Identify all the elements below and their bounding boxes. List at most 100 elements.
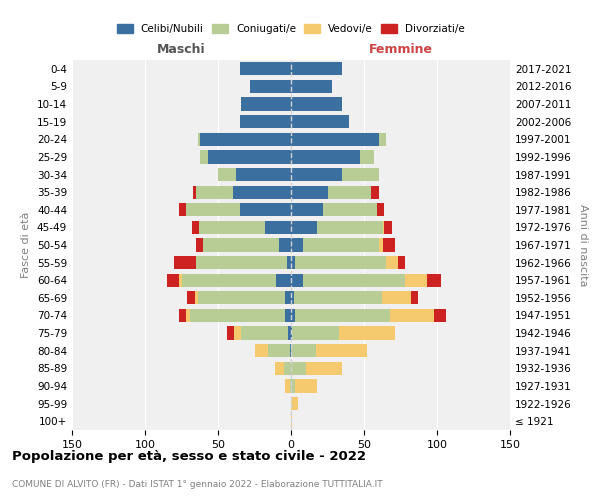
Bar <box>290 344 291 358</box>
Bar <box>203 238 291 252</box>
Bar <box>203 238 291 252</box>
Bar <box>174 256 291 269</box>
Bar <box>254 344 291 358</box>
Bar <box>291 397 298 410</box>
Bar <box>291 186 371 198</box>
Bar <box>291 62 342 76</box>
Bar <box>287 256 291 269</box>
Bar <box>291 62 342 76</box>
Bar <box>291 168 379 181</box>
Bar <box>291 414 292 428</box>
Bar <box>197 132 291 146</box>
Bar <box>288 326 291 340</box>
Bar <box>291 238 379 252</box>
Bar <box>291 362 342 375</box>
Bar <box>291 362 305 375</box>
Text: Femmine: Femmine <box>368 44 433 57</box>
Bar <box>291 98 342 110</box>
Bar <box>218 168 291 181</box>
Bar <box>218 168 291 181</box>
Bar <box>208 150 291 164</box>
Bar <box>194 291 291 304</box>
Bar <box>240 62 291 76</box>
Bar <box>291 115 349 128</box>
Bar <box>291 132 386 146</box>
Bar <box>291 115 349 128</box>
Bar <box>227 326 291 340</box>
Bar <box>291 168 379 181</box>
Bar <box>192 221 291 234</box>
Bar <box>291 132 386 146</box>
Bar <box>167 274 291 287</box>
Bar <box>241 98 291 110</box>
Text: Maschi: Maschi <box>157 44 206 57</box>
Bar <box>291 168 342 181</box>
Bar <box>291 344 316 358</box>
Bar <box>196 186 291 198</box>
Bar <box>291 309 446 322</box>
Bar <box>236 168 291 181</box>
Bar <box>197 291 291 304</box>
Bar <box>186 309 291 322</box>
Bar <box>291 238 395 252</box>
Bar <box>291 221 385 234</box>
Bar <box>250 80 291 93</box>
Bar <box>265 221 291 234</box>
Bar <box>291 98 342 110</box>
Bar <box>218 168 291 181</box>
Bar <box>290 380 291 392</box>
Bar <box>196 186 291 198</box>
Bar <box>240 115 291 128</box>
Bar <box>291 62 342 76</box>
Bar <box>291 344 367 358</box>
Bar <box>284 362 291 375</box>
Bar <box>250 80 291 93</box>
Bar <box>291 221 392 234</box>
Text: COMUNE DI ALVITO (FR) - Dati ISTAT 1° gennaio 2022 - Elaborazione TUTTITALIA.IT: COMUNE DI ALVITO (FR) - Dati ISTAT 1° ge… <box>12 480 383 489</box>
Bar <box>200 132 291 146</box>
Bar <box>291 397 298 410</box>
Bar <box>291 150 374 164</box>
Bar <box>291 256 398 269</box>
Bar <box>199 221 291 234</box>
Bar <box>186 203 291 216</box>
Bar <box>291 380 317 392</box>
Bar <box>199 221 291 234</box>
Bar <box>291 309 390 322</box>
Bar <box>291 186 328 198</box>
Bar <box>280 238 291 252</box>
Bar <box>291 132 379 146</box>
Y-axis label: Anni di nascita: Anni di nascita <box>578 204 588 286</box>
Bar <box>291 309 434 322</box>
Bar <box>291 203 377 216</box>
Bar <box>250 80 291 93</box>
Bar <box>291 274 427 287</box>
Bar <box>291 380 317 392</box>
Bar <box>291 362 342 375</box>
Bar <box>190 309 291 322</box>
Bar <box>291 326 395 340</box>
Bar <box>200 150 291 164</box>
Bar <box>291 80 332 93</box>
Bar <box>241 98 291 110</box>
Bar <box>285 380 291 392</box>
Bar <box>250 80 291 93</box>
Bar <box>241 326 291 340</box>
Bar <box>291 326 339 340</box>
Bar <box>291 238 383 252</box>
Bar <box>291 344 367 358</box>
Bar <box>291 186 379 198</box>
Bar <box>240 115 291 128</box>
Bar <box>234 326 291 340</box>
Bar <box>196 238 291 252</box>
Bar <box>240 203 291 216</box>
Bar <box>240 62 291 76</box>
Bar <box>291 115 349 128</box>
Y-axis label: Fasce di età: Fasce di età <box>22 212 31 278</box>
Bar <box>275 362 291 375</box>
Bar <box>291 256 405 269</box>
Bar <box>240 115 291 128</box>
Bar <box>291 203 385 216</box>
Bar <box>291 380 295 392</box>
Bar <box>240 115 291 128</box>
